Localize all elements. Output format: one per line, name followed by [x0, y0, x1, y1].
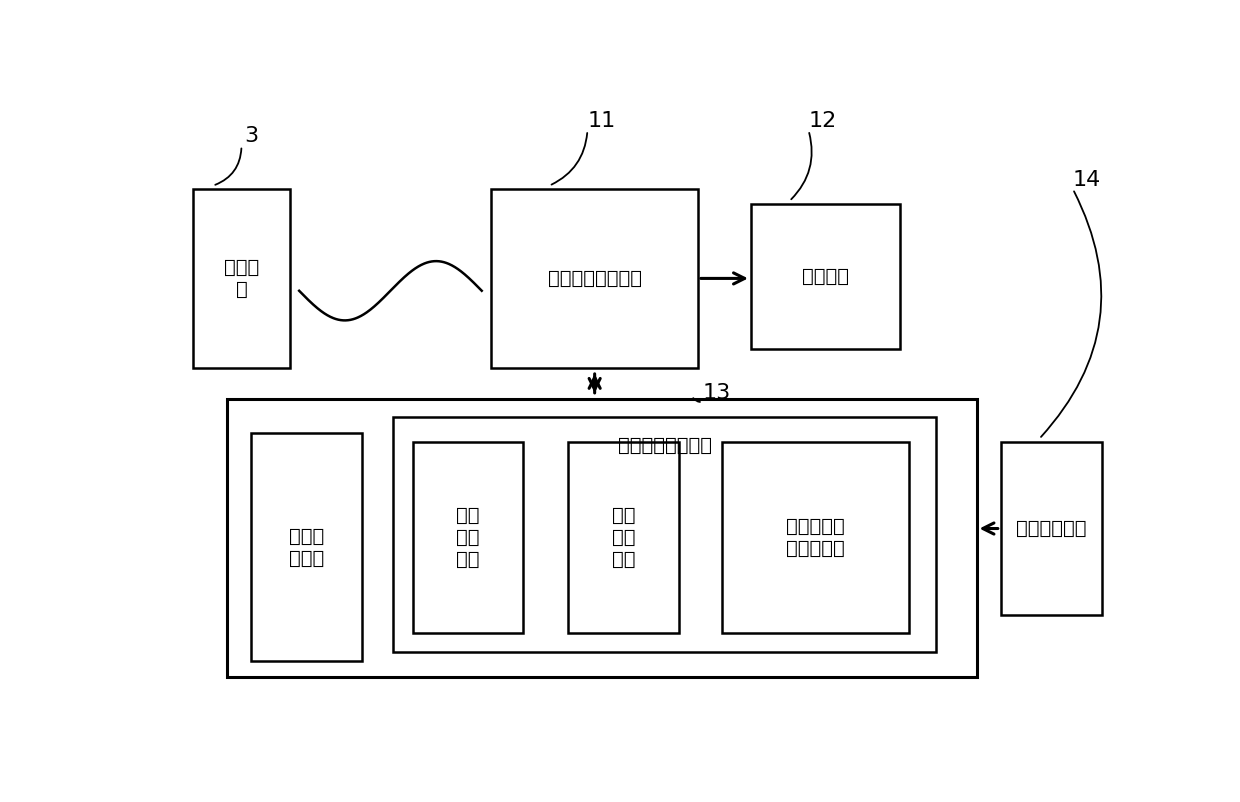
Bar	[491, 189, 698, 368]
Bar	[393, 417, 936, 652]
Bar	[413, 442, 523, 634]
Text: 超声照射模块: 超声照射模块	[1016, 519, 1086, 538]
Text: 信号采集控制模块: 信号采集控制模块	[548, 269, 641, 288]
Bar	[227, 399, 977, 677]
Text: 诊断
控制
单元: 诊断 控制 单元	[611, 506, 635, 569]
Bar	[1001, 442, 1101, 615]
Bar	[568, 442, 678, 634]
Bar	[250, 433, 362, 662]
Text: 11: 11	[588, 111, 616, 131]
Text: 3: 3	[244, 127, 258, 147]
Bar	[751, 205, 900, 350]
Text: 13: 13	[703, 383, 732, 403]
Bar	[193, 189, 290, 368]
Text: 14: 14	[1073, 169, 1101, 189]
Bar	[722, 442, 909, 634]
Text: 超声照射控制模块: 超声照射控制模块	[618, 436, 712, 455]
Text: 显示模块: 显示模块	[802, 267, 849, 286]
Text: 直线电
机: 直线电 机	[224, 258, 259, 299]
Text: 电机控
制模块: 电机控 制模块	[289, 527, 324, 568]
Text: 治疗
控制
单元: 治疗 控制 单元	[456, 506, 480, 569]
Text: 回波诊断图
像处理单元: 回波诊断图 像处理单元	[786, 517, 846, 558]
Text: 12: 12	[808, 111, 837, 131]
